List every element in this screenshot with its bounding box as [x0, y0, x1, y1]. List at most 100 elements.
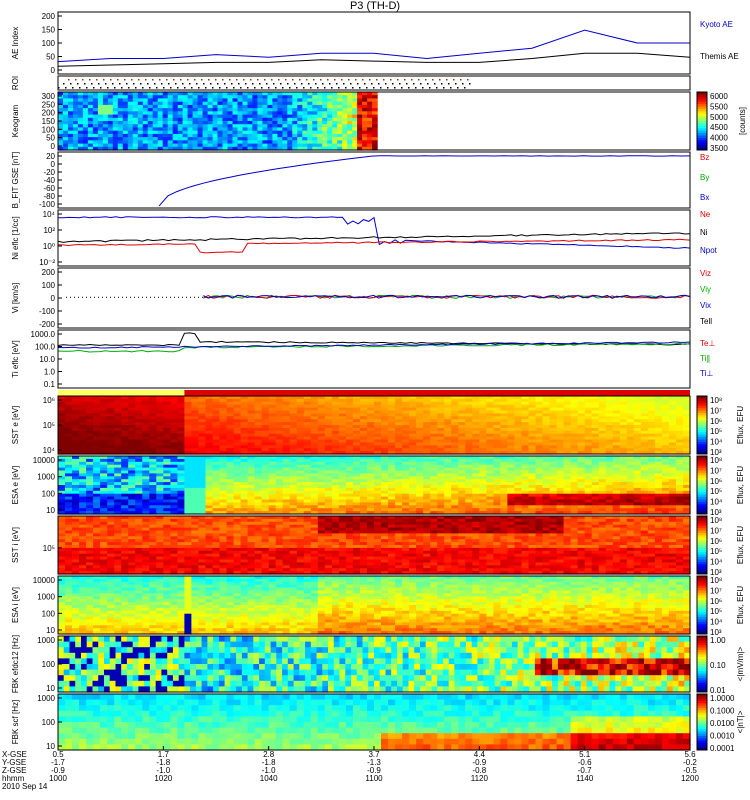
roi-dot: [119, 83, 121, 85]
fbk_scm-colorbar-tick: 0.1000: [710, 707, 735, 716]
velocity-ytick: 0: [51, 294, 56, 303]
density-frame: [57, 209, 691, 267]
roi-dot: [322, 83, 324, 85]
velocity-dot: [106, 296, 107, 298]
velocity-dot: [126, 296, 127, 298]
roi-dot: [327, 79, 329, 81]
roi-dot: [352, 87, 354, 89]
xaxis-value: -1.7: [51, 758, 65, 767]
sst_e-colorbar-tick: 10³: [710, 448, 722, 457]
roi-dot: [110, 79, 112, 81]
roi-dot: [194, 79, 196, 81]
sst_i-colorbar-tick: 10⁸: [710, 516, 722, 525]
roi-dot: [135, 87, 137, 89]
roi-dot: [163, 87, 165, 89]
density-ne: [57, 238, 691, 254]
fbk_e12-colorbar-tick: 0.10: [710, 661, 726, 670]
roi-dot: [317, 87, 319, 89]
roi-dot: [240, 87, 242, 89]
keogram-ytick: 150: [42, 117, 56, 126]
ae_index-ytick: 200: [42, 12, 56, 21]
velocity-ylabel: Vi [km/s]: [11, 283, 20, 314]
density-ytick: 10⁰: [43, 242, 55, 251]
roi-dot: [399, 83, 401, 85]
roi-dot: [264, 79, 266, 81]
roi-dot: [166, 79, 168, 81]
roi-dot: [371, 83, 373, 85]
roi-dot: [462, 83, 464, 85]
roi-dot: [187, 79, 189, 81]
roi-dot: [79, 87, 81, 89]
sst_i-colorbar-label: Eflux, EFU: [736, 526, 745, 564]
velocity-dot: [114, 296, 115, 298]
roi-dot: [63, 83, 65, 85]
status-bar-yellow: [58, 390, 185, 396]
roi-dot: [294, 83, 296, 85]
keogram-ytick: 200: [42, 109, 56, 118]
roi-dot: [233, 87, 235, 89]
roi-dot: [343, 83, 345, 85]
xaxis-value: 1020: [154, 774, 172, 783]
roi-dot: [427, 83, 429, 85]
keogram-colorbar-tick: 4000: [710, 134, 728, 143]
velocity-dot: [182, 296, 183, 298]
roi-dot: [98, 83, 100, 85]
velocity-dot: [86, 296, 87, 298]
keogram-heatmap: [58, 92, 378, 151]
roi-dot: [387, 87, 389, 89]
roi-dot: [208, 79, 210, 81]
roi-dot: [273, 83, 275, 85]
roi-dot: [364, 83, 366, 85]
xaxis-value: -0.5: [683, 766, 697, 775]
fbk_scm-colorbar-tick: 0.0100: [710, 719, 735, 728]
roi-dot: [408, 87, 410, 89]
velocity-dot: [110, 296, 111, 298]
roi-dot: [93, 87, 95, 89]
density-legend-2: Npot: [700, 246, 718, 255]
sst_i-colorbar-tick: 10⁶: [710, 537, 722, 546]
xaxis-value: 0.5: [52, 750, 64, 759]
xaxis-row-label: X-GSE: [2, 750, 27, 759]
velocity-dot: [98, 296, 99, 298]
sst_e-heatmap: [58, 396, 691, 455]
density-ylabel: Ni eflc [1/cc]: [11, 216, 20, 260]
xaxis-value: -0.7: [578, 766, 592, 775]
roi-dot: [278, 79, 280, 81]
roi-dot: [455, 83, 457, 85]
sst_i-ylabel: SST i [eV]: [11, 527, 20, 563]
roi-dot: [161, 83, 163, 85]
keogram-colorbar-tick: 6000: [710, 92, 728, 101]
roi-dot: [231, 83, 233, 85]
roi-dot: [70, 83, 72, 85]
fbk_e12-ytick: 100: [42, 660, 56, 669]
b_fit-ytick: -40: [43, 176, 55, 185]
esa_e-colorbar-tick: 10⁸: [710, 456, 722, 465]
vel-vix: [203, 294, 691, 299]
esa_e-ytick: 1000: [37, 473, 55, 482]
esa_e-colorbar: [696, 455, 708, 515]
roi-dot: [362, 79, 364, 81]
sst_i-colorbar-tick: 10⁴: [710, 558, 723, 567]
sst_e-colorbar-tick: 10⁵: [710, 427, 722, 436]
roi-dot: [226, 87, 228, 89]
roi-dot: [266, 83, 268, 85]
velocity-dot: [158, 296, 159, 298]
b_fit-ytick: 0: [51, 160, 56, 169]
roi-dot: [401, 87, 403, 89]
velocity-dot: [138, 296, 139, 298]
esa_i-ylabel: ESA i [eV]: [11, 587, 20, 623]
keogram-ytick: 0: [51, 142, 56, 151]
roi-dot: [334, 79, 336, 81]
velocity-dot: [154, 296, 155, 298]
roi-dot: [422, 87, 424, 89]
xaxis-value: 4.4: [474, 750, 486, 759]
roi-dot: [257, 79, 259, 81]
b_fit-ylabel: B_FIT GSE [nT]: [11, 152, 20, 209]
temperature-legend-2: Ti⊥: [700, 369, 713, 378]
xaxis-value: -1.8: [262, 758, 276, 767]
ae-series-0: [57, 29, 690, 63]
roi-dot: [254, 87, 256, 89]
sst_i-ytick: 10⁵: [43, 544, 55, 553]
temperature-frame: [57, 329, 691, 389]
sst_i-frame: [57, 515, 691, 575]
